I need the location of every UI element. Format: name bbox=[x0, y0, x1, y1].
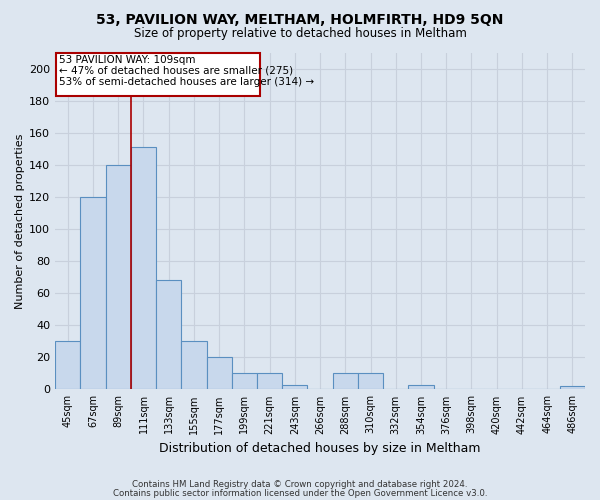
Bar bbox=[156, 280, 181, 390]
Text: Size of property relative to detached houses in Meltham: Size of property relative to detached ho… bbox=[134, 28, 466, 40]
Text: 53% of semi-detached houses are larger (314) →: 53% of semi-detached houses are larger (… bbox=[59, 76, 314, 86]
X-axis label: Distribution of detached houses by size in Meltham: Distribution of detached houses by size … bbox=[160, 442, 481, 455]
Bar bbox=[55, 342, 80, 390]
Bar bbox=[131, 147, 156, 390]
Text: 53 PAVILION WAY: 109sqm: 53 PAVILION WAY: 109sqm bbox=[59, 55, 196, 65]
Text: ← 47% of detached houses are smaller (275): ← 47% of detached houses are smaller (27… bbox=[59, 66, 293, 76]
Text: Contains HM Land Registry data © Crown copyright and database right 2024.: Contains HM Land Registry data © Crown c… bbox=[132, 480, 468, 489]
Bar bbox=[409, 384, 434, 390]
Bar bbox=[332, 374, 358, 390]
Bar bbox=[206, 358, 232, 390]
Text: Contains public sector information licensed under the Open Government Licence v3: Contains public sector information licen… bbox=[113, 489, 487, 498]
Bar bbox=[232, 374, 257, 390]
Bar bbox=[80, 197, 106, 390]
Bar bbox=[257, 374, 282, 390]
Bar bbox=[56, 52, 260, 96]
Text: 53, PAVILION WAY, MELTHAM, HOLMFIRTH, HD9 5QN: 53, PAVILION WAY, MELTHAM, HOLMFIRTH, HD… bbox=[97, 12, 503, 26]
Y-axis label: Number of detached properties: Number of detached properties bbox=[15, 134, 25, 308]
Bar bbox=[282, 384, 307, 390]
Bar bbox=[181, 342, 206, 390]
Bar bbox=[106, 165, 131, 390]
Bar bbox=[358, 374, 383, 390]
Bar bbox=[560, 386, 585, 390]
